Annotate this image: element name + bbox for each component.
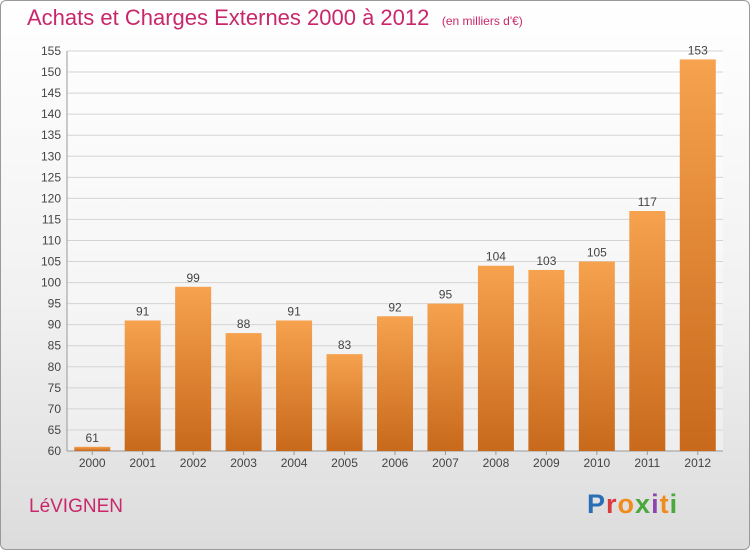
bar [578, 261, 615, 451]
x-tick-label: 2000 [79, 456, 106, 470]
logo-letter: t [659, 489, 670, 519]
logo-letter: i [651, 489, 660, 519]
logo-letter: x [635, 489, 652, 519]
y-tick-label: 60 [48, 444, 62, 458]
y-tick-label: 150 [41, 65, 61, 79]
bar [427, 303, 464, 451]
bar [175, 286, 212, 451]
bar [276, 320, 313, 451]
bar [477, 265, 514, 451]
logo-letter: o [617, 489, 636, 519]
logo-letter: i [669, 489, 679, 519]
bar [225, 333, 262, 451]
x-tick-label: 2011 [634, 456, 660, 470]
data-label: 104 [486, 250, 506, 264]
logo-letter: r [606, 489, 618, 519]
x-tick-label: 2002 [180, 456, 207, 470]
y-tick-label: 155 [41, 44, 61, 58]
x-tick-label: 2010 [583, 456, 610, 470]
y-tick-label: 85 [48, 339, 62, 353]
logo-letter: P [587, 489, 607, 519]
y-tick-label: 105 [41, 255, 61, 269]
data-label: 95 [439, 288, 453, 302]
x-tick-label: 2012 [684, 456, 711, 470]
y-tick-label: 115 [42, 212, 61, 226]
data-label: 103 [536, 254, 556, 268]
y-tick-label: 120 [41, 191, 61, 205]
chart-title-block: Achats et Charges Externes 2000 à 2012 (… [27, 5, 523, 31]
x-tick-label: 2005 [331, 456, 358, 470]
y-tick-label: 65 [48, 423, 62, 437]
x-tick-label: 2009 [533, 456, 560, 470]
data-label: 88 [237, 317, 251, 331]
chart-unit-note: (en milliers d'€) [441, 14, 523, 28]
y-tick-label: 90 [48, 318, 62, 332]
data-label: 153 [688, 43, 708, 57]
y-tick-label: 70 [48, 402, 62, 416]
chart-title: Achats et Charges Externes 2000 à 2012 [27, 5, 430, 30]
x-tick-label: 2006 [382, 456, 409, 470]
bar [124, 320, 161, 451]
y-tick-label: 130 [41, 149, 61, 163]
data-label: 83 [338, 338, 352, 352]
y-tick-label: 110 [42, 233, 61, 247]
data-label: 61 [86, 431, 100, 445]
data-label: 117 [638, 195, 657, 209]
x-tick-label: 2001 [129, 456, 156, 470]
x-tick-label: 2003 [230, 456, 257, 470]
y-tick-label: 125 [41, 170, 61, 184]
x-tick-label: 2008 [483, 456, 510, 470]
y-tick-label: 140 [41, 107, 61, 121]
data-label: 91 [287, 304, 301, 318]
y-tick-label: 75 [48, 381, 62, 395]
bar [679, 59, 716, 451]
y-tick-label: 95 [48, 297, 62, 311]
data-label: 99 [186, 271, 200, 285]
bar [74, 446, 111, 451]
bar [629, 211, 666, 451]
y-tick-label: 80 [48, 360, 62, 374]
data-label: 105 [587, 246, 607, 260]
data-label: 91 [136, 304, 150, 318]
x-tick-label: 2004 [281, 456, 308, 470]
data-label: 92 [388, 300, 402, 314]
y-tick-label: 100 [41, 276, 61, 290]
proxiti-logo: Proxiti [587, 489, 678, 520]
commune-name: LéVIGNEN [29, 496, 123, 517]
bar [326, 354, 363, 451]
y-tick-label: 135 [41, 128, 61, 142]
bar [528, 269, 565, 451]
x-tick-label: 2007 [432, 456, 459, 470]
bar [377, 316, 413, 451]
y-tick-label: 145 [41, 86, 61, 100]
